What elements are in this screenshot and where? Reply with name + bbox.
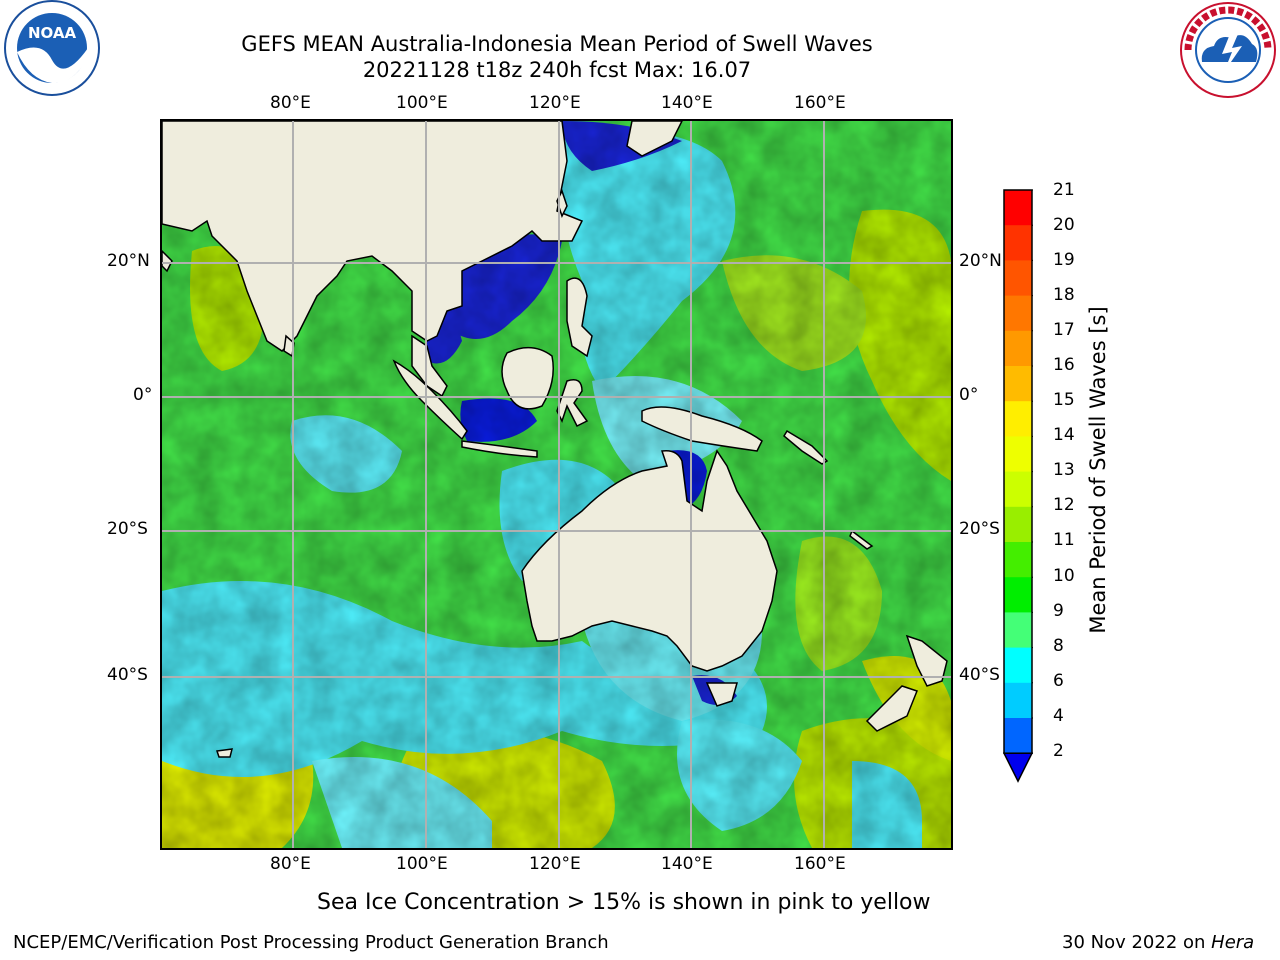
land-new-zealand-north (905, 634, 948, 687)
lon-tick-top-140e: 140°E (661, 93, 713, 113)
colorbar-tick-18: 18 (1053, 285, 1075, 305)
colorbar-tick-2: 2 (1053, 741, 1064, 761)
land-new-guinea (641, 406, 763, 452)
colorbar-tick-21: 21 (1053, 180, 1075, 200)
colorbar-band (1004, 225, 1032, 261)
land-malay-peninsula (411, 334, 448, 398)
colorbar (1002, 189, 1034, 784)
lat-tick-right-20n: 20°N (959, 251, 1002, 271)
land-borneo (501, 347, 554, 410)
land-new-zealand-south (865, 685, 918, 732)
colorbar-band (1004, 366, 1032, 402)
colorbar-tick-8: 8 (1053, 636, 1064, 656)
lon-tick-bottom-120e: 120°E (529, 854, 581, 874)
noaa-logo-text: NOAA (28, 24, 77, 42)
lon-tick-top-80e: 80°E (270, 93, 311, 113)
nws-logo (1178, 0, 1278, 100)
colorbar-band (1004, 647, 1032, 684)
colorbar-band (1004, 682, 1032, 719)
colorbar-tick-14: 14 (1053, 425, 1075, 445)
colorbar-band (1004, 612, 1032, 649)
colorbar-band (1004, 542, 1032, 578)
colorbar-tick-13: 13 (1053, 460, 1075, 480)
colorbar-band (1004, 330, 1032, 367)
land-australia (521, 449, 778, 672)
land-java (461, 440, 538, 458)
lon-tick-bottom-140e: 140°E (661, 854, 713, 874)
land-philippines (566, 277, 593, 358)
colorbar-tick-4: 4 (1053, 706, 1064, 726)
lon-tick-top-160e: 160°E (794, 93, 846, 113)
lat-tick-right-20s: 20°S (959, 519, 1000, 539)
land-japan (626, 121, 683, 157)
sea-ice-note: Sea Ice Concentration > 15% is shown in … (317, 890, 931, 915)
colorbar-band (1004, 577, 1032, 613)
colorbar-tick-12: 12 (1053, 495, 1075, 515)
gridlines (162, 121, 951, 848)
machine-name: Hera (1211, 932, 1255, 953)
lon-tick-bottom-160e: 160°E (794, 854, 846, 874)
colorbar-tick-19: 19 (1053, 250, 1075, 270)
lat-tick-right-0: 0° (959, 385, 979, 405)
swell-period-map (160, 119, 953, 850)
lon-tick-bottom-80e: 80°E (270, 854, 311, 874)
land-solomon-islands (783, 429, 829, 465)
land-sulawesi (556, 379, 589, 428)
lon-tick-top-120e: 120°E (529, 93, 581, 113)
colorbar-band (1004, 401, 1032, 437)
run-date-text: 30 Nov 2022 on (1062, 932, 1212, 953)
colorbar-band (1004, 506, 1032, 543)
run-date: 30 Nov 2022 on Hera (1062, 932, 1254, 953)
map-canvas (162, 121, 951, 848)
lat-tick-left-20n: 20°N (107, 251, 150, 271)
colorbar-tick-11: 11 (1053, 530, 1075, 550)
colorbar-tick-20: 20 (1053, 215, 1075, 235)
colorbar-band (1004, 436, 1032, 473)
colorbar-tick-9: 9 (1053, 601, 1064, 621)
land-kerguelen (216, 748, 233, 758)
colorbar-tick-15: 15 (1053, 390, 1075, 410)
land-masses (162, 121, 948, 758)
land-new-caledonia (849, 529, 874, 550)
lat-tick-left-40s: 40°S (107, 665, 148, 685)
land-asia-mainland (162, 121, 584, 352)
chart-subtitle: 20221128 t18z 240h fcst Max: 16.07 (362, 58, 752, 82)
branch-credit: NCEP/EMC/Verification Post Processing Pr… (13, 932, 609, 953)
lon-tick-bottom-100e: 100°E (396, 854, 448, 874)
colorbar-extend-arrow (1002, 752, 1034, 783)
colorbar-band (1004, 260, 1032, 297)
land-tasmania (705, 682, 738, 707)
land-madagascar-hint (162, 249, 173, 273)
colorbar-tick-10: 10 (1053, 566, 1075, 586)
colorbar-band (1004, 718, 1032, 754)
land-sumatra (392, 359, 468, 441)
colorbar-svg (1002, 189, 1034, 783)
colorbar-tick-17: 17 (1053, 320, 1075, 340)
lat-tick-right-40s: 40°S (959, 665, 1000, 685)
lat-tick-left-0: 0° (133, 385, 153, 405)
colorbar-tick-6: 6 (1053, 671, 1064, 691)
noaa-logo: NOAA (2, 0, 102, 100)
colorbar-band (1004, 295, 1032, 332)
colorbar-band (1004, 471, 1032, 508)
lon-tick-top-100e: 100°E (396, 93, 448, 113)
lat-tick-left-20s: 20°S (107, 519, 148, 539)
colorbar-band (1004, 190, 1032, 226)
chart-title: GEFS MEAN Australia-Indonesia Mean Perio… (241, 32, 873, 56)
colorbar-tick-16: 16 (1053, 355, 1075, 375)
